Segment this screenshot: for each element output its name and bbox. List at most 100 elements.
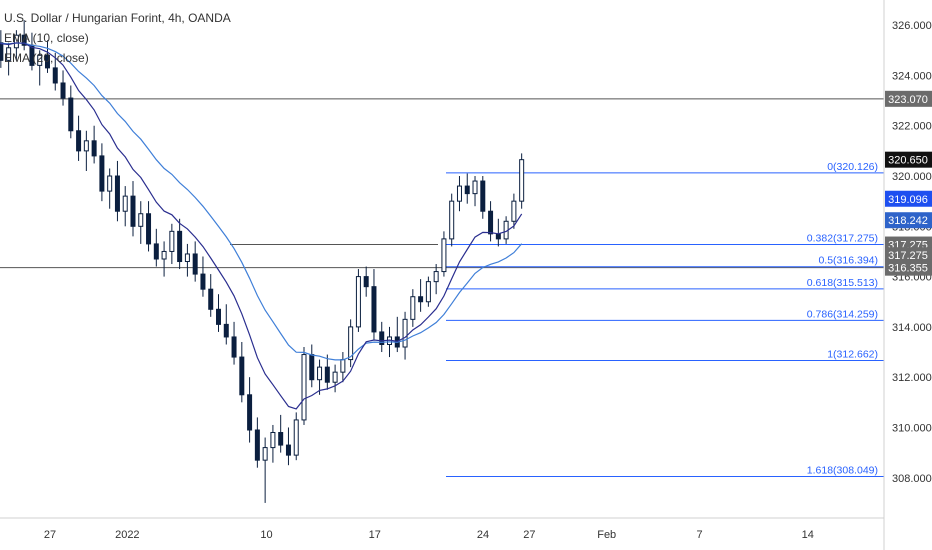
candle-body: [83, 140, 89, 152]
candle-body: [169, 230, 175, 252]
candle-body: [425, 281, 431, 303]
x-tick-label: 10: [260, 529, 272, 541]
candle-body: [464, 185, 470, 195]
candle-body: [99, 155, 105, 192]
x-axis-ticks[interactable]: 27 2022 10 17 24 27 Feb 7 14: [44, 529, 814, 541]
candle-body: [449, 200, 455, 240]
price-tag-label: 317.275: [888, 250, 928, 262]
candle-body: [511, 200, 517, 222]
candle-body: [340, 359, 346, 373]
y-tick-label: 320.000: [892, 171, 932, 183]
x-tick-label: 24: [477, 529, 489, 541]
fib-level-label: 1.618(308.049): [807, 465, 878, 477]
y-tick-label: 326.000: [892, 20, 932, 32]
price-tag: [885, 247, 932, 264]
candle-body: [254, 429, 260, 461]
price-tag: [885, 190, 932, 207]
candle-body: [480, 180, 486, 212]
candle-body: [488, 210, 494, 235]
price-tag-label: 316.355: [888, 263, 928, 275]
candle-body: [402, 318, 408, 348]
candle-body: [278, 432, 284, 446]
price-tag: [885, 259, 932, 276]
candle-body: [410, 296, 416, 320]
y-tick-label: 308.000: [892, 473, 932, 485]
candle-body: [91, 140, 97, 157]
y-tick-label: 310.000: [892, 422, 932, 434]
fib-level-label: 0.786(314.259): [807, 308, 878, 320]
candle-body: [379, 331, 385, 345]
ema-10-line: [0, 42, 523, 410]
candle-body: [231, 336, 237, 358]
candle-body: [0, 42, 4, 61]
candle-body: [223, 323, 229, 338]
candle-body: [37, 54, 43, 66]
ema-20-line: [0, 42, 523, 361]
candle-body: [153, 243, 159, 260]
candle-body: [60, 82, 66, 99]
candle-body: [138, 213, 144, 227]
chart-title: U.S. Dollar / Hungarian Forint, 4h, OAND…: [4, 11, 231, 25]
candle-body: [418, 296, 424, 303]
candle-body: [161, 250, 167, 260]
candle-body: [441, 238, 447, 273]
ema-20-legend[interactable]: EMA (20, close): [4, 51, 89, 65]
candle-body: [433, 271, 439, 283]
candle-body: [122, 195, 128, 212]
candle-body: [52, 67, 58, 84]
price-tag-label: 319.096: [888, 194, 928, 206]
y-tick-label: 314.000: [892, 322, 932, 334]
price-tag-label: 323.070: [888, 94, 928, 106]
candle-body: [348, 326, 354, 361]
price-tag-label: 320.650: [888, 155, 928, 167]
price-tag: [885, 212, 932, 229]
fib-level-label: 1(312.662): [827, 349, 878, 361]
fib-level-label: 0.5(316.394): [818, 255, 878, 267]
x-tick-label: 27: [523, 529, 535, 541]
x-tick-label: 27: [44, 529, 56, 541]
candle-body: [519, 159, 525, 202]
candle-body: [6, 47, 12, 61]
price-tags: 323.070320.650319.096318.242317.275317.2…: [885, 90, 932, 276]
candle-body: [262, 447, 268, 461]
candle-body: [130, 195, 136, 227]
candle-body: [76, 130, 82, 152]
candle-body: [371, 286, 377, 333]
candle-body: [301, 354, 307, 421]
candle-body: [239, 356, 245, 396]
fibonacci-retracement[interactable]: 0(320.126) 0.382(317.275) 0.5(316.394) 0.61…: [446, 161, 884, 478]
candle-body: [309, 354, 315, 381]
candlesticks: [0, 20, 525, 503]
candle-body: [293, 419, 299, 456]
candle-body: [363, 276, 369, 288]
price-tag-label: 318.242: [888, 215, 928, 227]
candle-body: [355, 276, 361, 328]
candle-body: [68, 97, 74, 132]
candle-body: [208, 288, 214, 310]
fib-level-label: 0.382(317.275): [807, 233, 878, 245]
x-tick-label: 2022: [115, 529, 139, 541]
candle-body: [44, 54, 50, 69]
fib-level-label: 0(320.126): [827, 161, 878, 173]
candle-body: [192, 253, 198, 275]
candle-body: [114, 175, 120, 212]
candle-body: [285, 444, 291, 456]
candle-body: [270, 432, 276, 449]
candle-body: [200, 273, 206, 290]
y-tick-label: 322.000: [892, 121, 932, 133]
fib-level-label: 0.618(315.513): [807, 277, 878, 289]
candle-body: [332, 371, 338, 383]
candle-body: [13, 34, 19, 49]
y-tick-label: 324.000: [892, 70, 932, 82]
price-tag: [885, 151, 932, 168]
candle-body: [215, 308, 221, 325]
candle-body: [21, 34, 27, 46]
x-tick-label: 17: [369, 529, 381, 541]
ema-10-legend[interactable]: EMA (10, close): [4, 31, 89, 45]
candle-body: [107, 175, 113, 192]
y-tick-label: 312.000: [892, 372, 932, 384]
x-tick-label: 7: [696, 529, 702, 541]
candle-body: [495, 233, 501, 240]
x-tick-label: Feb: [597, 529, 616, 541]
